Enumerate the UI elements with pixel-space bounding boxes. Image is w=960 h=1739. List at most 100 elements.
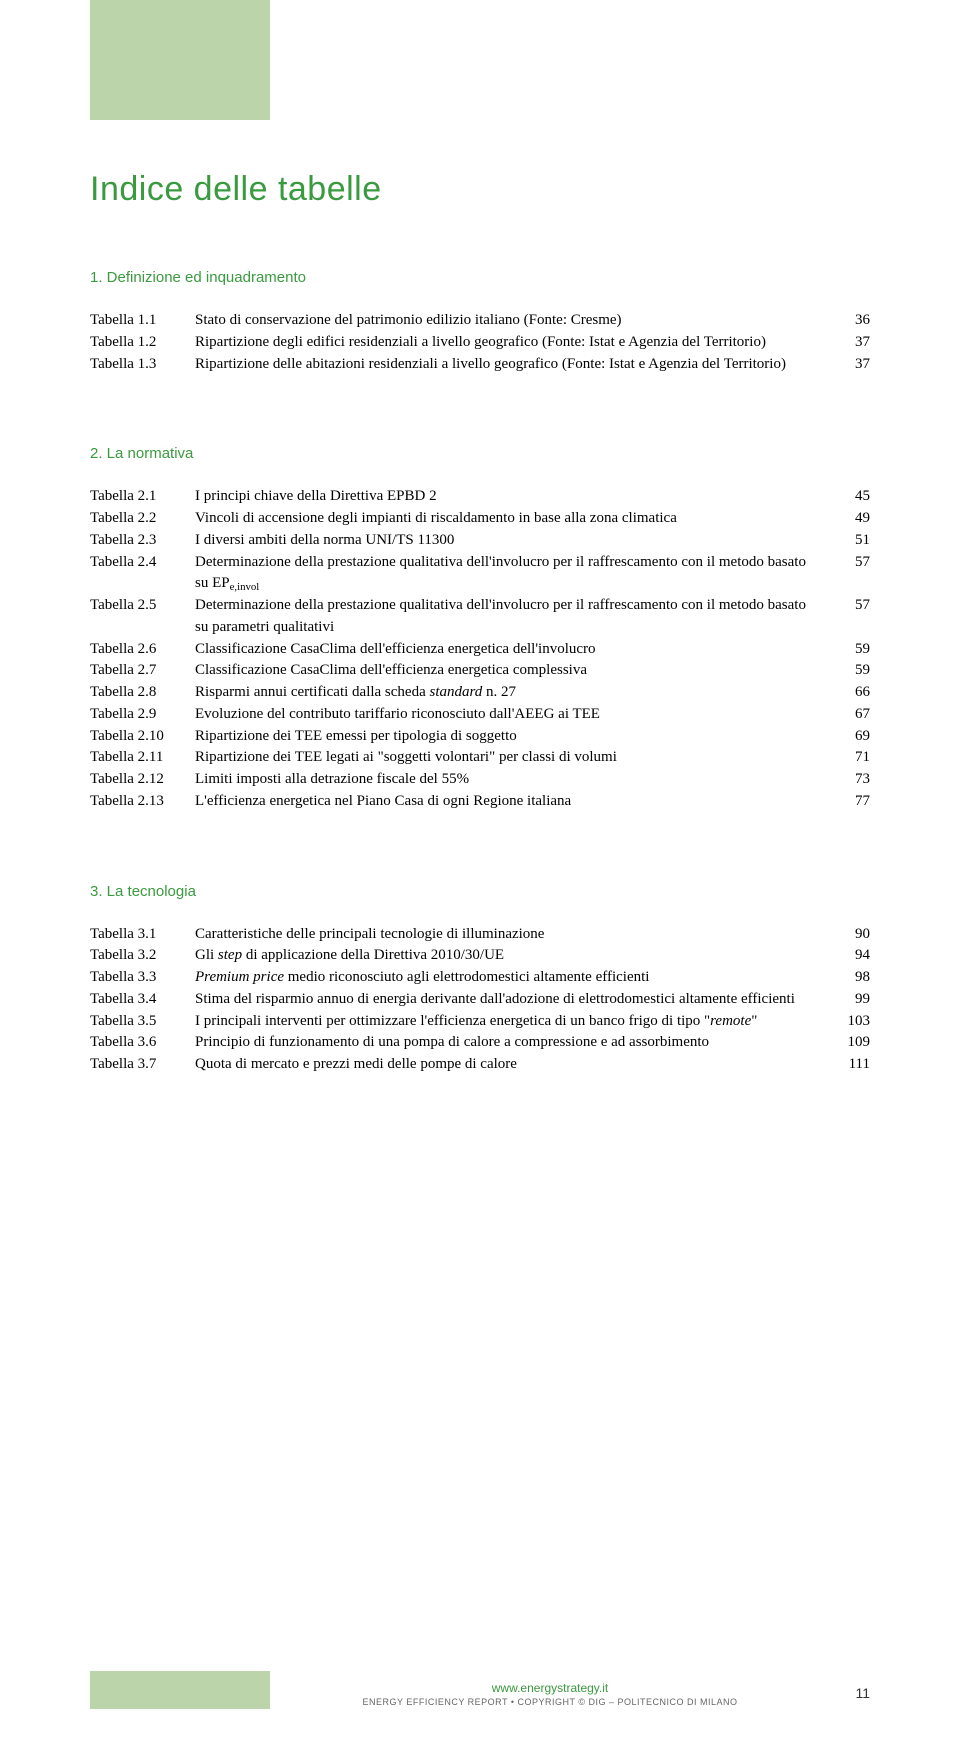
footer-page-number: 11 xyxy=(830,1685,870,1709)
toc-description: Ripartizione delle abitazioni residenzia… xyxy=(195,354,830,376)
toc-page-number: 57 xyxy=(830,595,870,639)
toc-page-number: 59 xyxy=(830,660,870,682)
toc-description: Principio di funzionamento di una pompa … xyxy=(195,1032,830,1054)
toc-row: Tabella 2.6Classificazione CasaClima del… xyxy=(90,639,870,661)
toc-row: Tabella 3.2Gli step di applicazione dell… xyxy=(90,945,870,967)
toc-row: Tabella 2.3I diversi ambiti della norma … xyxy=(90,530,870,552)
toc-page-number: 98 xyxy=(830,967,870,989)
toc-label: Tabella 2.13 xyxy=(90,791,195,813)
toc-row: Tabella 2.7Classificazione CasaClima del… xyxy=(90,660,870,682)
section-heading: 1. Definizione ed inquadramento xyxy=(90,269,870,286)
toc-page-number: 94 xyxy=(830,945,870,967)
toc-row: Tabella 3.1Caratteristiche delle princip… xyxy=(90,924,870,946)
toc-label: Tabella 2.11 xyxy=(90,747,195,769)
toc-page-number: 37 xyxy=(830,354,870,376)
toc-row: Tabella 2.12Limiti imposti alla detrazio… xyxy=(90,769,870,791)
footer-center: www.energystrategy.it ENERGY EFFICIENCY … xyxy=(270,1681,830,1709)
toc-label: Tabella 2.3 xyxy=(90,530,195,552)
toc-page-number: 67 xyxy=(830,704,870,726)
toc-row: Tabella 2.2Vincoli di accensione degli i… xyxy=(90,508,870,530)
footer-bar: www.energystrategy.it ENERGY EFFICIENCY … xyxy=(90,1671,870,1709)
footer-green-block xyxy=(90,1671,270,1709)
footer-credit: ENERGY EFFICIENCY REPORT • COPYRIGHT © D… xyxy=(270,1697,830,1707)
toc-page-number: 49 xyxy=(830,508,870,530)
toc-sections: 1. Definizione ed inquadramento Tabella 1… xyxy=(90,269,870,1076)
toc-description: L'efficienza energetica nel Piano Casa d… xyxy=(195,791,830,813)
toc-description: Ripartizione degli edifici residenziali … xyxy=(195,332,830,354)
toc-label: Tabella 3.5 xyxy=(90,1011,195,1033)
toc-page-number: 111 xyxy=(830,1054,870,1076)
toc-label: Tabella 3.3 xyxy=(90,967,195,989)
toc-label: Tabella 2.10 xyxy=(90,726,195,748)
header-green-block xyxy=(90,0,270,120)
section-heading: 2. La normativa xyxy=(90,445,870,462)
toc-description: I diversi ambiti della norma UNI/TS 1130… xyxy=(195,530,830,552)
toc-description: Stima del risparmio annuo di energia der… xyxy=(195,989,830,1011)
toc-description: Quota di mercato e prezzi medi delle pom… xyxy=(195,1054,830,1076)
page-footer: www.energystrategy.it ENERGY EFFICIENCY … xyxy=(90,1671,870,1709)
toc-row: Tabella 2.5Determinazione della prestazi… xyxy=(90,595,870,639)
toc-label: Tabella 2.8 xyxy=(90,682,195,704)
toc-row: Tabella 2.10Ripartizione dei TEE emessi … xyxy=(90,726,870,748)
toc-label: Tabella 3.7 xyxy=(90,1054,195,1076)
toc-label: Tabella 2.12 xyxy=(90,769,195,791)
toc-label: Tabella 2.6 xyxy=(90,639,195,661)
toc-page-number: 57 xyxy=(830,552,870,596)
toc-page-number: 103 xyxy=(830,1011,870,1033)
footer-url: www.energystrategy.it xyxy=(270,1681,830,1695)
toc-description: Classificazione CasaClima dell'efficienz… xyxy=(195,660,830,682)
toc-page-number: 99 xyxy=(830,989,870,1011)
toc-description: Gli step di applicazione della Direttiva… xyxy=(195,945,830,967)
toc-page-number: 71 xyxy=(830,747,870,769)
toc-page-number: 59 xyxy=(830,639,870,661)
toc-description: I principali interventi per ottimizzare … xyxy=(195,1011,830,1033)
toc-row: Tabella 2.11Ripartizione dei TEE legati … xyxy=(90,747,870,769)
toc-page-number: 69 xyxy=(830,726,870,748)
toc-section: 3. La tecnologia Tabella 3.1Caratteristic… xyxy=(90,883,870,1076)
toc-page-number: 109 xyxy=(830,1032,870,1054)
toc-label: Tabella 2.9 xyxy=(90,704,195,726)
toc-page-number: 45 xyxy=(830,486,870,508)
toc-section: 2. La normativa Tabella 2.1I principi chi… xyxy=(90,445,870,812)
toc-row: Tabella 3.3Premium price medio riconosci… xyxy=(90,967,870,989)
toc-row: Tabella 1.2Ripartizione degli edifici re… xyxy=(90,332,870,354)
toc-label: Tabella 2.2 xyxy=(90,508,195,530)
toc-row: Tabella 3.4Stima del risparmio annuo di … xyxy=(90,989,870,1011)
toc-description: Determinazione della prestazione qualita… xyxy=(195,552,830,596)
toc-page-number: 66 xyxy=(830,682,870,704)
toc-row: Tabella 3.5I principali interventi per o… xyxy=(90,1011,870,1033)
toc-description: Determinazione della prestazione qualita… xyxy=(195,595,830,639)
toc-description: Ripartizione dei TEE legati ai "soggetti… xyxy=(195,747,830,769)
toc-row: Tabella 2.8Risparmi annui certificati da… xyxy=(90,682,870,704)
toc-description: I principi chiave della Direttiva EPBD 2 xyxy=(195,486,830,508)
toc-page-number: 37 xyxy=(830,332,870,354)
toc-label: Tabella 3.1 xyxy=(90,924,195,946)
toc-description: Evoluzione del contributo tariffario ric… xyxy=(195,704,830,726)
toc-row: Tabella 2.1I principi chiave della Diret… xyxy=(90,486,870,508)
toc-description: Premium price medio riconosciuto agli el… xyxy=(195,967,830,989)
toc-page-number: 51 xyxy=(830,530,870,552)
toc-page-number: 90 xyxy=(830,924,870,946)
toc-label: Tabella 2.1 xyxy=(90,486,195,508)
toc-label: Tabella 3.2 xyxy=(90,945,195,967)
toc-page-number: 73 xyxy=(830,769,870,791)
toc-row: Tabella 3.7Quota di mercato e prezzi med… xyxy=(90,1054,870,1076)
toc-description: Caratteristiche delle principali tecnolo… xyxy=(195,924,830,946)
toc-label: Tabella 1.1 xyxy=(90,310,195,332)
section-heading: 3. La tecnologia xyxy=(90,883,870,900)
toc-section: 1. Definizione ed inquadramento Tabella 1… xyxy=(90,269,870,375)
toc-page-number: 36 xyxy=(830,310,870,332)
toc-label: Tabella 1.2 xyxy=(90,332,195,354)
toc-label: Tabella 2.5 xyxy=(90,595,195,639)
toc-label: Tabella 2.4 xyxy=(90,552,195,596)
toc-row: Tabella 2.9Evoluzione del contributo tar… xyxy=(90,704,870,726)
toc-description: Risparmi annui certificati dalla scheda … xyxy=(195,682,830,704)
toc-page-number: 77 xyxy=(830,791,870,813)
page-container: Indice delle tabelle 1. Definizione ed i… xyxy=(0,0,960,1739)
toc-label: Tabella 2.7 xyxy=(90,660,195,682)
toc-row: Tabella 1.3Ripartizione delle abitazioni… xyxy=(90,354,870,376)
toc-row: Tabella 1.1Stato di conservazione del pa… xyxy=(90,310,870,332)
toc-description: Stato di conservazione del patrimonio ed… xyxy=(195,310,830,332)
toc-description: Classificazione CasaClima dell'efficienz… xyxy=(195,639,830,661)
toc-row: Tabella 2.13L'efficienza energetica nel … xyxy=(90,791,870,813)
